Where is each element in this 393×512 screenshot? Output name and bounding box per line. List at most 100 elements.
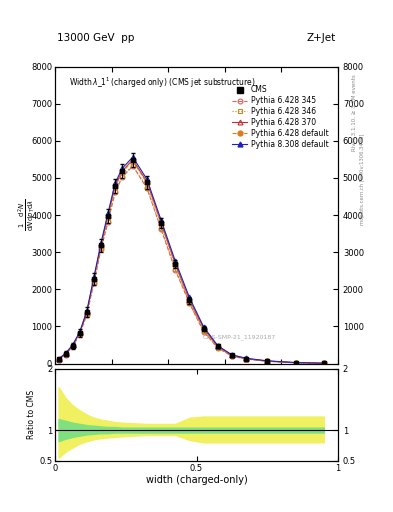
Line: Pythia 6.428 346: Pythia 6.428 346 [56, 163, 326, 366]
Pythia 6.428 default [120, 169, 125, 175]
Pythia 6.428 346 [84, 311, 89, 317]
Pythia 6.428 346 [230, 353, 234, 359]
Pythia 6.428 370 [230, 352, 234, 358]
Pythia 6.428 345 [70, 344, 75, 350]
Pythia 8.308 default [293, 359, 298, 366]
Pythia 6.428 370 [56, 356, 61, 362]
Pythia 6.428 370 [201, 325, 206, 331]
Pythia 6.428 370 [321, 360, 326, 366]
Line: Pythia 6.428 default: Pythia 6.428 default [56, 159, 326, 366]
Line: Pythia 6.428 370: Pythia 6.428 370 [56, 157, 326, 366]
Pythia 6.428 345 [77, 331, 82, 337]
Pythia 6.428 370 [99, 242, 103, 248]
Pythia 6.428 default [113, 184, 118, 190]
Pythia 6.428 346 [63, 351, 68, 357]
Pythia 6.428 346 [99, 245, 103, 251]
Pythia 8.308 default [70, 342, 75, 348]
Text: 13000 GeV  pp: 13000 GeV pp [57, 33, 134, 44]
Text: Z+Jet: Z+Jet [307, 33, 336, 44]
Pythia 6.428 default [56, 356, 61, 362]
Pythia 6.428 default [106, 214, 110, 220]
Pythia 6.428 346 [201, 328, 206, 334]
Pythia 8.308 default [77, 329, 82, 335]
Pythia 6.428 346 [92, 279, 96, 285]
X-axis label: width (charged-only): width (charged-only) [146, 475, 247, 485]
Pythia 6.428 370 [265, 358, 270, 364]
Pythia 6.428 370 [120, 168, 125, 174]
Pythia 6.428 default [99, 243, 103, 249]
Pythia 6.428 346 [130, 162, 135, 168]
Pythia 6.428 default [145, 180, 149, 186]
Text: $\frac{1}{\mathrm{d}N}\frac{\mathrm{d}^2N}{\mathrm{d}p_T\mathrm{d}\lambda}$: $\frac{1}{\mathrm{d}N}\frac{\mathrm{d}^2… [17, 199, 37, 231]
Pythia 6.428 370 [293, 359, 298, 366]
Pythia 8.308 default [63, 350, 68, 356]
Pythia 8.308 default [159, 217, 163, 223]
Line: Pythia 8.308 default: Pythia 8.308 default [56, 155, 326, 366]
Pythia 6.428 default [215, 344, 220, 350]
Pythia 6.428 default [187, 298, 192, 304]
Pythia 8.308 default [173, 258, 178, 264]
Pythia 6.428 345 [159, 226, 163, 232]
Pythia 8.308 default [106, 210, 110, 216]
Pythia 6.428 345 [265, 358, 270, 365]
Pythia 6.428 370 [84, 309, 89, 315]
Pythia 6.428 default [230, 353, 234, 359]
Line: Pythia 6.428 345: Pythia 6.428 345 [56, 164, 326, 366]
Pythia 6.428 346 [56, 356, 61, 362]
Pythia 6.428 345 [145, 185, 149, 191]
Pythia 6.428 default [244, 356, 248, 362]
Pythia 6.428 345 [63, 352, 68, 358]
Pythia 8.308 default [230, 352, 234, 358]
Pythia 6.428 346 [265, 358, 270, 365]
Pythia 8.308 default [201, 324, 206, 330]
Pythia 6.428 345 [92, 280, 96, 286]
Pythia 8.308 default [92, 274, 96, 280]
Pythia 6.428 346 [244, 356, 248, 362]
Pythia 6.428 345 [84, 311, 89, 317]
Pythia 8.308 default [244, 355, 248, 361]
Pythia 6.428 346 [70, 343, 75, 349]
Pythia 6.428 346 [293, 359, 298, 366]
Pythia 6.428 345 [321, 360, 326, 367]
Pythia 6.428 345 [113, 189, 118, 195]
Text: Rivet 3.1.10, ≥ 3.2M events: Rivet 3.1.10, ≥ 3.2M events [352, 74, 357, 151]
Pythia 6.428 346 [173, 266, 178, 272]
Pythia 6.428 346 [145, 184, 149, 190]
Pythia 6.428 345 [120, 174, 125, 180]
Text: Width$\,\lambda\_1^1\,$(charged only) (CMS jet substructure): Width$\,\lambda\_1^1\,$(charged only) (C… [69, 75, 256, 90]
Pythia 8.308 default [84, 308, 89, 314]
Pythia 6.428 346 [113, 188, 118, 195]
Pythia 6.428 346 [77, 331, 82, 337]
Pythia 6.428 345 [56, 357, 61, 363]
Pythia 6.428 370 [130, 157, 135, 163]
Pythia 6.428 370 [244, 355, 248, 361]
Pythia 8.308 default [56, 356, 61, 362]
Pythia 6.428 346 [187, 300, 192, 306]
Pythia 6.428 345 [230, 353, 234, 359]
Legend: CMS, Pythia 6.428 345, Pythia 6.428 346, Pythia 6.428 370, Pythia 6.428 default,: CMS, Pythia 6.428 345, Pythia 6.428 346,… [229, 82, 331, 152]
Pythia 8.308 default [215, 343, 220, 349]
Pythia 6.428 default [201, 326, 206, 332]
Pythia 8.308 default [120, 165, 125, 172]
Pythia 6.428 345 [215, 345, 220, 351]
Text: mcplots.cern.ch [arXiv:1306.3436]: mcplots.cern.ch [arXiv:1306.3436] [360, 134, 365, 225]
Pythia 8.308 default [113, 180, 118, 186]
Pythia 6.428 370 [70, 342, 75, 348]
Pythia 6.428 345 [130, 163, 135, 169]
Pythia 6.428 default [293, 359, 298, 366]
Pythia 6.428 345 [106, 219, 110, 225]
Pythia 6.428 default [92, 276, 96, 283]
Pythia 6.428 346 [159, 225, 163, 231]
Pythia 6.428 370 [173, 261, 178, 267]
Pythia 6.428 370 [215, 343, 220, 349]
Pythia 6.428 default [159, 221, 163, 227]
Pythia 6.428 370 [145, 179, 149, 185]
Pythia 6.428 345 [187, 301, 192, 307]
Pythia 6.428 370 [113, 183, 118, 189]
Pythia 6.428 370 [77, 330, 82, 336]
Pythia 6.428 345 [293, 360, 298, 366]
Pythia 6.428 default [321, 360, 326, 366]
Pythia 8.308 default [130, 154, 135, 160]
Pythia 8.308 default [321, 360, 326, 366]
Pythia 8.308 default [99, 240, 103, 246]
